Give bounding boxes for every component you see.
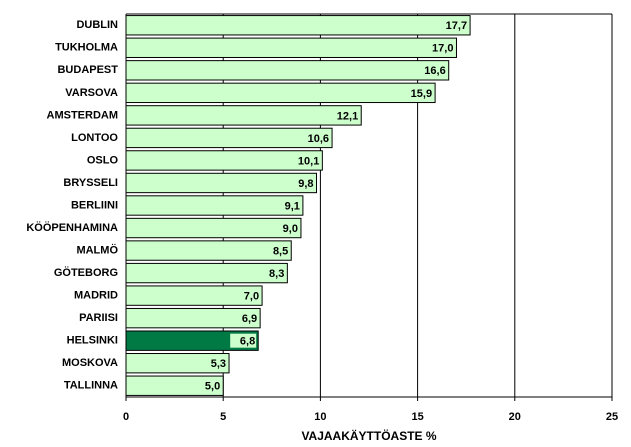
y-tick-label: GÖTEBORG: [54, 266, 118, 279]
bar: [125, 150, 323, 171]
bar: [125, 127, 333, 149]
value-label-box: [195, 378, 222, 393]
value-label: 8,5: [273, 245, 288, 257]
value-label: 17,0: [432, 43, 453, 55]
value-label-box: [428, 40, 455, 55]
value-label-box: [230, 333, 257, 348]
value-label-box: [274, 198, 301, 213]
value-label-box: [259, 266, 286, 281]
bar: [125, 195, 304, 216]
value-label: 16,6: [424, 65, 445, 77]
value-label: 8,3: [269, 268, 284, 280]
bar: [125, 37, 457, 58]
y-tick-label: TUKHOLMA: [55, 42, 118, 54]
y-tick-label: MALMÖ: [76, 243, 118, 256]
y-tick-label: AMSTERDAM: [47, 109, 119, 121]
value-label: 5,3: [211, 358, 226, 370]
value-label: 7,0: [244, 291, 259, 303]
value-label-box: [420, 63, 447, 78]
value-label-box: [407, 85, 434, 100]
x-axis-title: VAJAAKÄYTTÖASTE %: [301, 428, 436, 443]
value-label-box: [201, 356, 228, 371]
value-label: 9,1: [285, 200, 300, 212]
bar: [125, 15, 471, 36]
x-tick-label: 5: [220, 411, 226, 423]
value-label-box: [234, 288, 261, 303]
value-label-box: [263, 243, 290, 258]
value-label: 6,8: [240, 336, 255, 348]
value-label: 15,9: [411, 88, 432, 100]
value-label-box: [294, 153, 321, 168]
y-tick-label: PARIISI: [79, 312, 118, 324]
y-tick-label: BRYSSELI: [63, 177, 118, 189]
value-label-box: [304, 130, 331, 145]
value-label-box: [232, 311, 259, 326]
value-label-box: [333, 108, 360, 123]
y-tick-label: TALLINNA: [64, 380, 118, 392]
y-tick-label: BERLIINI: [71, 199, 118, 211]
value-label: 9,8: [298, 178, 313, 190]
bar: [125, 60, 450, 81]
x-tick-label: 25: [606, 411, 618, 423]
x-tick-label: 15: [411, 411, 423, 423]
value-label: 9,0: [283, 223, 298, 235]
value-label-box: [442, 18, 469, 33]
x-tick-label: 10: [314, 411, 326, 423]
bar: [125, 330, 259, 351]
bar: [125, 217, 302, 239]
y-tick-label: DUBLIN: [76, 19, 118, 31]
value-label: 10,6: [308, 133, 329, 145]
value-label: 12,1: [337, 110, 358, 122]
y-tick-label: MADRID: [74, 290, 118, 302]
value-label-box: [288, 175, 315, 190]
value-label: 5,0: [205, 381, 220, 393]
y-tick-label: HELSINKI: [67, 335, 118, 347]
y-tick-label: KÖÖPENHAMINA: [26, 221, 118, 234]
y-tick-label: BUDAPEST: [57, 64, 118, 76]
bar: [125, 240, 292, 261]
value-label-box: [272, 221, 299, 236]
bar: [125, 307, 261, 329]
y-tick-label: LONTOO: [71, 132, 118, 144]
value-label: 17,7: [446, 20, 467, 32]
y-tick-label: MOSKOVA: [62, 357, 118, 369]
y-tick-label: VARSOVA: [65, 87, 118, 99]
y-tick-label: OSLO: [87, 154, 119, 166]
x-tick-label: 0: [123, 411, 129, 423]
bar: [125, 82, 436, 104]
value-label: 10,1: [298, 155, 319, 167]
bar: [125, 262, 288, 284]
x-tick-label: 20: [509, 411, 521, 423]
bar: [125, 285, 263, 306]
bar: [125, 172, 318, 194]
bar: [125, 105, 362, 126]
value-label: 6,9: [242, 313, 257, 325]
